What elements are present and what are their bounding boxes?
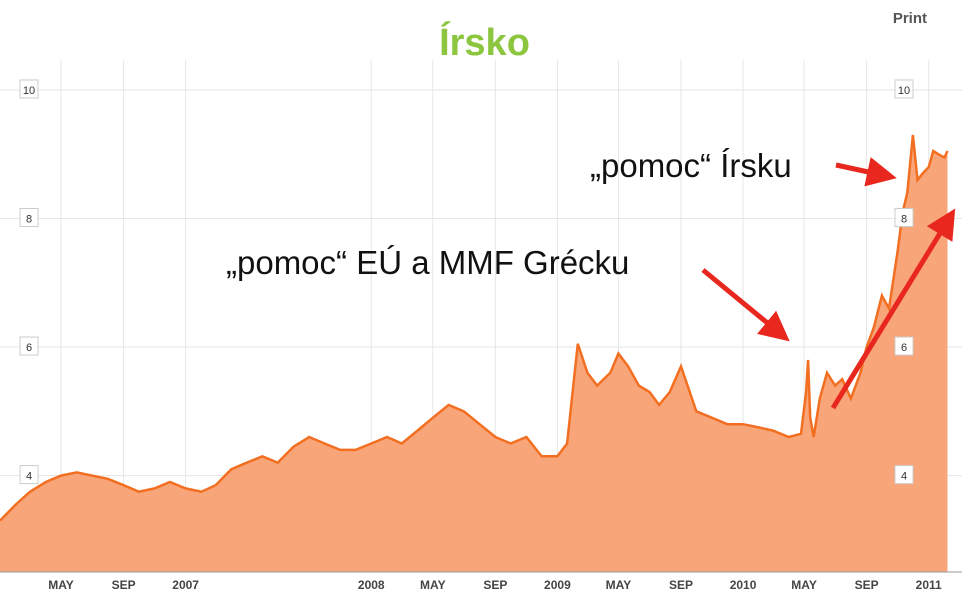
annotation-ireland-bailout: „pomoc“ Írsku	[590, 147, 792, 184]
y-tick-label-left: 6	[26, 342, 32, 354]
y-tick-label-box	[19, 465, 39, 485]
arrow-greece	[701, 268, 790, 342]
x-tick-label: MAY	[791, 578, 817, 592]
chart-series-line	[0, 134, 949, 522]
x-tick-label: MAY	[420, 578, 446, 592]
arrow-ireland	[835, 157, 897, 187]
x-tick-label: SEP	[669, 578, 693, 592]
y-tick-label-right: 4	[901, 471, 907, 483]
x-tick-label: MAY	[606, 578, 632, 592]
x-tick-label: 2008	[358, 578, 385, 592]
chart-area-fill	[0, 135, 948, 572]
y-tick-label-box	[19, 79, 39, 99]
chart-y-ticks: 4 4 6 6 8 8 10 10	[19, 79, 914, 485]
y-tick-label-box	[19, 336, 39, 356]
arrow-trend	[830, 208, 956, 410]
y-tick-label-box	[19, 208, 39, 228]
x-tick-label: 2011	[916, 578, 942, 592]
chart-title: Írsko	[439, 22, 530, 64]
y-tick-label-box	[894, 336, 914, 356]
annotation-greece-bailout: „pomoc“ EÚ a MMF Grécku	[226, 244, 630, 281]
y-tick-label-right: 8	[901, 214, 907, 226]
x-tick-label: 2010	[730, 578, 757, 592]
x-tick-label: MAY	[48, 578, 74, 592]
y-tick-label-right: 6	[901, 342, 907, 354]
y-tick-label-box	[894, 208, 914, 228]
x-tick-label: 2007	[172, 578, 199, 592]
y-tick-label-right: 10	[898, 85, 910, 97]
y-tick-label-left: 4	[26, 471, 32, 483]
print-button[interactable]: Print	[892, 10, 927, 27]
y-tick-label-box	[894, 79, 914, 99]
y-tick-label-left: 8	[26, 214, 32, 226]
chart-x-ticks: MAY SEP 2007 2008 MAY SEP 2009 MAY SEP 2010 MAY SEP…	[48, 578, 942, 592]
x-tick-label: SEP	[112, 578, 136, 592]
x-tick-label: SEP	[855, 578, 879, 592]
annotation-arrows	[701, 157, 956, 410]
x-tick-label: 2009	[544, 578, 571, 592]
x-tick-label: SEP	[483, 578, 507, 592]
y-tick-label-box	[894, 465, 914, 485]
y-tick-label-left: 10	[23, 85, 35, 97]
